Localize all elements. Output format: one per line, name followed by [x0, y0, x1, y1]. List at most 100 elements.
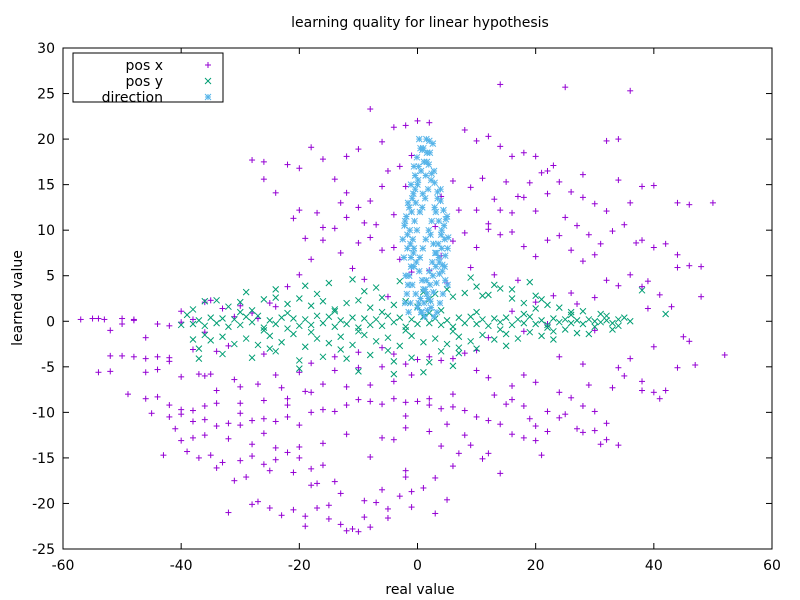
data-point — [225, 509, 232, 516]
data-point — [520, 434, 527, 441]
data-point — [656, 291, 663, 298]
data-point — [379, 363, 386, 370]
data-point — [412, 258, 420, 266]
data-point — [379, 486, 386, 493]
y-tick-label: 30 — [37, 41, 55, 57]
data-point — [331, 367, 338, 374]
data-point — [189, 336, 197, 343]
data-point — [343, 383, 350, 390]
data-point — [119, 352, 126, 359]
data-point — [490, 336, 498, 343]
data-point — [544, 167, 551, 174]
data-point — [242, 313, 250, 321]
data-point — [384, 505, 391, 512]
data-point — [107, 327, 114, 334]
data-point — [390, 370, 398, 378]
data-point — [308, 482, 315, 489]
data-point — [355, 349, 362, 356]
data-point — [248, 306, 256, 314]
data-point — [432, 510, 439, 517]
data-point — [201, 297, 209, 305]
data-point — [207, 371, 214, 378]
x-tick-label: 0 — [413, 558, 422, 574]
data-point — [308, 389, 315, 396]
data-point — [532, 320, 540, 328]
data-point — [331, 225, 338, 232]
data-point — [319, 462, 326, 469]
data-point — [172, 425, 179, 432]
data-point — [574, 425, 581, 432]
data-point — [509, 431, 516, 438]
data-point — [360, 331, 368, 339]
data-point — [556, 353, 563, 360]
data-point — [343, 402, 350, 409]
data-point — [615, 136, 622, 143]
data-point — [627, 271, 634, 278]
data-point — [414, 176, 422, 184]
data-point — [284, 402, 291, 409]
data-point — [379, 344, 386, 351]
data-point — [254, 315, 261, 322]
data-point — [189, 316, 196, 323]
data-point — [225, 420, 232, 427]
data-point — [573, 329, 581, 337]
legend-label: pos y — [126, 74, 163, 90]
data-point — [485, 417, 492, 424]
data-point — [467, 337, 475, 345]
data-point — [591, 327, 598, 334]
data-point — [502, 314, 510, 321]
data-point — [603, 137, 610, 144]
data-point — [302, 523, 309, 530]
data-point — [219, 315, 226, 322]
data-point — [627, 87, 634, 94]
data-point — [520, 194, 527, 201]
data-point — [367, 198, 374, 205]
data-point — [107, 352, 114, 359]
data-point — [433, 279, 440, 287]
data-point — [485, 322, 492, 330]
data-point — [366, 351, 374, 359]
chart-title: learning quality for linear hypothesis — [291, 15, 549, 31]
data-point — [219, 459, 226, 466]
data-point — [490, 281, 498, 289]
data-point — [408, 332, 415, 340]
data-point — [296, 369, 303, 376]
data-point — [455, 207, 462, 214]
data-point — [361, 514, 368, 521]
data-point — [390, 301, 398, 309]
data-point — [650, 389, 657, 396]
data-point — [349, 525, 356, 532]
data-point — [195, 355, 203, 362]
data-point — [201, 331, 209, 339]
data-point — [544, 301, 551, 309]
data-point — [207, 314, 215, 321]
data-point — [431, 335, 439, 342]
data-point — [421, 286, 429, 293]
data-point — [461, 319, 469, 327]
data-point — [337, 490, 344, 497]
legend-marker — [205, 62, 211, 68]
data-point — [424, 185, 432, 193]
data-point — [367, 106, 374, 113]
data-point — [467, 442, 474, 449]
data-point — [467, 313, 475, 321]
data-point — [260, 415, 267, 422]
data-point — [390, 124, 397, 131]
data-point — [272, 444, 279, 451]
data-point — [550, 315, 557, 322]
data-point — [461, 289, 469, 297]
data-point — [455, 333, 463, 341]
data-point — [95, 315, 102, 322]
data-point — [692, 361, 699, 368]
data-point — [497, 81, 504, 88]
data-point — [497, 231, 504, 238]
data-point — [313, 290, 321, 298]
data-point — [485, 226, 492, 233]
data-point — [349, 314, 356, 321]
data-point — [343, 431, 350, 438]
data-point — [555, 304, 563, 311]
data-point — [254, 312, 262, 320]
data-point — [538, 317, 545, 324]
data-point — [119, 321, 126, 328]
data-point — [686, 262, 693, 269]
